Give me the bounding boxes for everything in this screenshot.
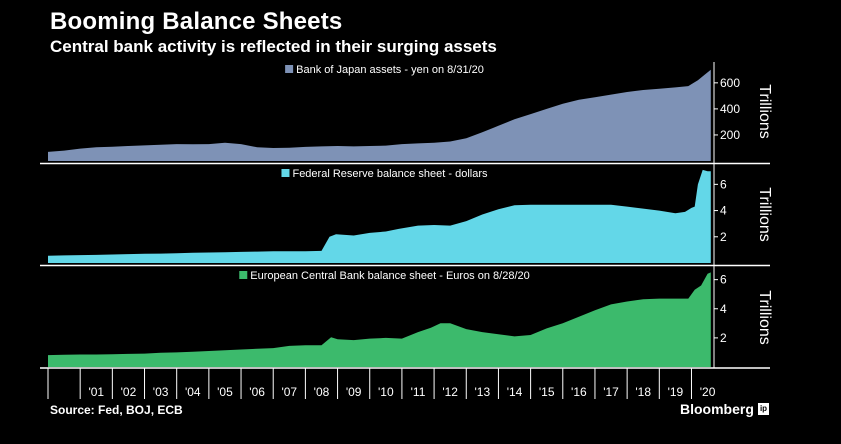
- x-tick-label: '11: [411, 385, 426, 399]
- series-area-2: [48, 169, 711, 263]
- bloomberg-intelligence-icon: ip: [758, 403, 769, 415]
- legend-label-1: Bank of Japan assets - yen on 8/31/20: [296, 64, 484, 76]
- x-tick-label: '07: [281, 385, 297, 399]
- x-tick-label: '01: [88, 385, 104, 399]
- x-tick-label: '06: [249, 385, 265, 399]
- legend-swatch-1: [285, 65, 294, 73]
- x-tick-label: '20: [700, 385, 716, 399]
- x-tick-label: '10: [378, 385, 394, 399]
- panel-2: Federal Reserve balance sheet - dollars 2…: [48, 168, 773, 263]
- x-tick-label: '18: [635, 385, 651, 399]
- x-tick-label: '03: [153, 385, 169, 399]
- y-tick-label: 4: [720, 204, 727, 218]
- legend-label-2: Federal Reserve balance sheet - dollars: [292, 168, 488, 180]
- x-tick-label: '19: [668, 385, 684, 399]
- y-tick-label: 200: [720, 128, 740, 142]
- y-tick-label: 6: [720, 273, 727, 287]
- x-tick-label: '08: [314, 385, 330, 399]
- x-axis: '01 '02 '03 '04 '05 '06 '07 '08 '09 '10 '11 '12 '13 '…: [47, 368, 716, 399]
- legend-swatch-3: [239, 271, 248, 279]
- panel-3: European Central Bank balance sheet - Eu…: [48, 270, 773, 367]
- x-tick-label: '13: [475, 385, 491, 399]
- x-tick-label: '05: [217, 385, 233, 399]
- x-tick-label: '12: [442, 385, 458, 399]
- series-area-3: [48, 272, 711, 367]
- x-tick-label: '17: [603, 385, 619, 399]
- y-tick-label: 4: [720, 302, 727, 316]
- chart-subtitle: Central bank activity is reflected in th…: [50, 37, 497, 56]
- y-tick-label: 2: [720, 331, 727, 345]
- y-tick-label: 6: [720, 177, 727, 191]
- legend-swatch-2: [281, 169, 290, 177]
- y-axis-title: Trillions: [756, 290, 773, 345]
- x-tick-label: '09: [346, 385, 362, 399]
- chart-title: Booming Balance Sheets: [50, 8, 343, 35]
- x-tick-label: '16: [571, 385, 587, 399]
- source-note: Source: Fed, BOJ, ECB: [50, 403, 183, 417]
- series-area-1: [48, 69, 711, 161]
- y-tick-label: 2: [720, 230, 727, 244]
- x-tick-label: '14: [507, 385, 523, 399]
- bloomberg-logo: Bloomberg: [680, 401, 754, 417]
- x-tick-label: '04: [185, 385, 201, 399]
- panel-1: Bank of Japan assets - yen on 8/31/20 200…: [48, 64, 773, 161]
- y-axis-title: Trillions: [756, 84, 773, 139]
- y-tick-label: 600: [720, 76, 740, 90]
- x-tick-label: '02: [121, 385, 137, 399]
- x-tick-label: '15: [539, 385, 555, 399]
- legend-label-3: European Central Bank balance sheet - Eu…: [250, 270, 529, 282]
- y-axis-title: Trillions: [756, 187, 773, 242]
- y-tick-label: 400: [720, 102, 740, 116]
